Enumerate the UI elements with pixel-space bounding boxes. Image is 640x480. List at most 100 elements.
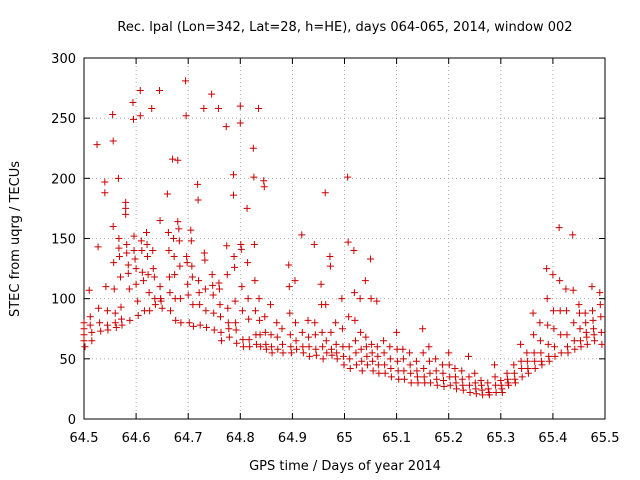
data-point xyxy=(187,237,195,245)
x-axis-label: GPS time / Days of year 2014 xyxy=(249,459,441,474)
y-tick-label: 250 xyxy=(51,112,76,127)
y-tick-label: 0 xyxy=(68,413,76,428)
data-point xyxy=(172,316,180,324)
data-point xyxy=(556,307,564,315)
data-point xyxy=(358,367,366,375)
data-point xyxy=(570,319,578,327)
data-point xyxy=(217,328,225,336)
data-point xyxy=(439,376,447,384)
data-point xyxy=(350,247,358,255)
data-point xyxy=(352,349,360,357)
data-point xyxy=(367,255,375,263)
data-point xyxy=(230,191,238,199)
data-point xyxy=(577,337,585,345)
data-point xyxy=(286,331,294,339)
data-point xyxy=(368,349,376,357)
data-point xyxy=(440,383,448,391)
data-point xyxy=(262,340,270,348)
data-point xyxy=(279,349,287,357)
data-point xyxy=(425,357,433,365)
data-point xyxy=(393,328,401,336)
data-point xyxy=(564,349,572,357)
data-point xyxy=(252,340,260,348)
data-point xyxy=(122,198,130,206)
data-point xyxy=(224,304,232,312)
x-tick-label: 64.7 xyxy=(174,431,203,446)
data-point xyxy=(126,316,134,324)
data-point xyxy=(101,189,109,197)
data-point xyxy=(257,343,265,351)
data-point xyxy=(471,369,479,377)
data-point xyxy=(110,285,118,293)
data-point xyxy=(419,349,427,357)
data-point xyxy=(245,315,253,323)
data-point xyxy=(406,361,414,369)
data-point xyxy=(505,381,513,389)
data-point xyxy=(536,319,544,327)
data-point xyxy=(109,111,117,119)
data-point xyxy=(426,379,434,387)
data-point xyxy=(196,301,204,309)
data-point xyxy=(557,331,565,339)
data-point xyxy=(285,283,293,291)
data-point xyxy=(363,361,371,369)
data-point xyxy=(103,307,111,315)
data-point xyxy=(143,228,151,236)
data-point xyxy=(497,381,505,389)
data-point xyxy=(250,241,258,249)
data-point xyxy=(338,325,346,333)
data-point xyxy=(175,225,183,233)
data-point xyxy=(245,336,253,344)
data-point xyxy=(310,241,318,249)
x-tick-label: 64.5 xyxy=(70,431,99,446)
data-point xyxy=(551,352,559,360)
data-point xyxy=(292,337,300,345)
data-point xyxy=(312,351,320,359)
data-point xyxy=(361,277,369,285)
data-point xyxy=(523,349,531,357)
x-tick-label: 65.4 xyxy=(538,431,567,446)
data-point xyxy=(311,331,319,339)
data-point xyxy=(243,204,251,212)
data-point xyxy=(305,343,313,351)
data-point xyxy=(510,369,518,377)
data-point xyxy=(230,171,238,179)
data-point xyxy=(590,325,598,333)
data-point xyxy=(478,381,486,389)
data-point xyxy=(332,319,340,327)
data-point xyxy=(466,389,474,397)
data-point xyxy=(86,321,94,329)
data-point xyxy=(111,319,119,327)
data-point xyxy=(387,373,395,381)
data-point xyxy=(550,343,558,351)
data-point xyxy=(445,361,453,369)
data-point xyxy=(176,295,184,303)
data-point xyxy=(327,345,335,353)
x-tick-label: 64.9 xyxy=(278,431,307,446)
data-point xyxy=(369,357,377,365)
data-point xyxy=(194,180,202,188)
data-point xyxy=(182,77,190,85)
data-point xyxy=(598,340,606,348)
data-point xyxy=(543,295,551,303)
data-point xyxy=(225,333,233,341)
data-point xyxy=(545,357,553,365)
data-point xyxy=(459,386,467,394)
data-point xyxy=(95,304,103,312)
data-points xyxy=(80,77,606,399)
data-point xyxy=(123,241,131,249)
data-point xyxy=(81,343,89,351)
data-point xyxy=(298,328,306,336)
data-point xyxy=(299,343,307,351)
data-point xyxy=(445,349,453,357)
data-point xyxy=(312,345,320,353)
data-point xyxy=(134,312,142,320)
data-point xyxy=(491,361,499,369)
data-point xyxy=(344,238,352,246)
data-point xyxy=(524,364,532,372)
data-point xyxy=(327,328,335,336)
data-point xyxy=(589,316,597,324)
data-point xyxy=(202,324,210,332)
data-point xyxy=(367,295,375,303)
data-point xyxy=(340,361,348,369)
